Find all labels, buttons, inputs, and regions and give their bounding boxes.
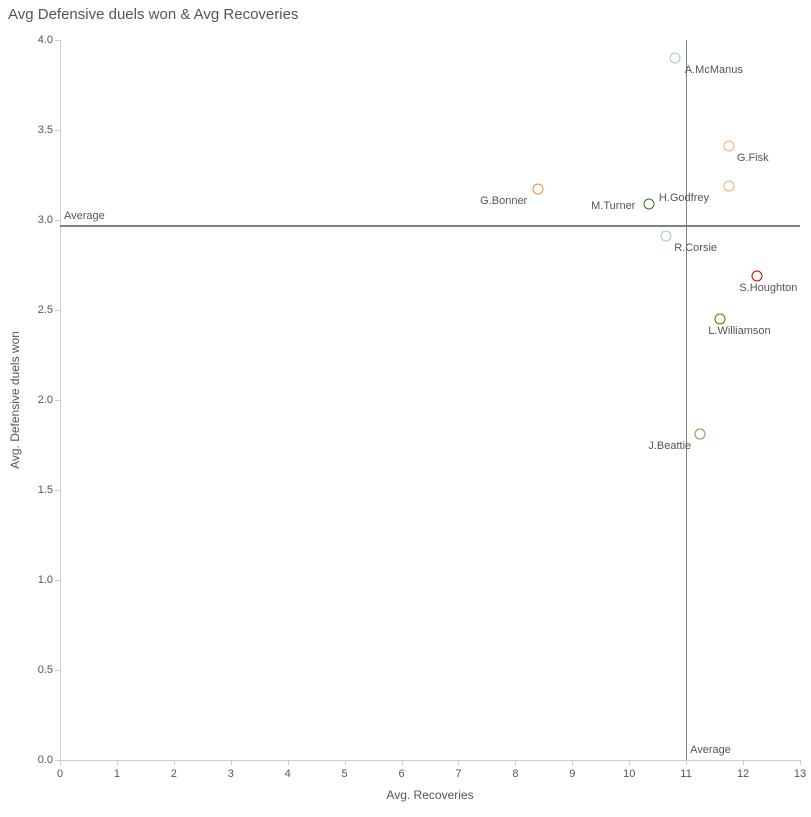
x-tick-label: 9 bbox=[569, 768, 575, 780]
x-tick-label: 5 bbox=[342, 768, 348, 780]
x-tick-label: 13 bbox=[794, 768, 806, 780]
x-tick-label: 1 bbox=[114, 768, 120, 780]
plot-area: 0123456789101112130.00.51.01.52.02.53.03… bbox=[60, 40, 800, 760]
y-tick-label: 0.5 bbox=[25, 664, 53, 676]
data-point[interactable] bbox=[644, 198, 655, 209]
x-tick bbox=[288, 760, 289, 765]
data-point[interactable] bbox=[752, 270, 763, 281]
data-point-label: G.Fisk bbox=[737, 152, 769, 164]
x-tick-label: 2 bbox=[171, 768, 177, 780]
x-tick bbox=[572, 760, 573, 765]
x-tick bbox=[800, 760, 801, 765]
x-tick bbox=[743, 760, 744, 765]
x-axis-line bbox=[60, 760, 800, 761]
y-tick-label: 2.0 bbox=[25, 394, 53, 406]
data-point-label: G.Bonner bbox=[480, 195, 527, 207]
x-tick-label: 4 bbox=[285, 768, 291, 780]
y-tick bbox=[55, 130, 60, 131]
data-point-label: L.Williamson bbox=[708, 325, 770, 337]
x-tick-label: 3 bbox=[228, 768, 234, 780]
x-tick bbox=[60, 760, 61, 765]
y-tick-label: 1.5 bbox=[25, 484, 53, 496]
chart-container: Avg Defensive duels won & Avg Recoveries… bbox=[0, 0, 811, 817]
y-tick bbox=[55, 670, 60, 671]
data-point-label: R.Corsie bbox=[674, 242, 717, 254]
y-tick-label: 2.5 bbox=[25, 304, 53, 316]
x-tick-label: 11 bbox=[680, 768, 691, 780]
data-point[interactable] bbox=[695, 429, 706, 440]
x-tick bbox=[345, 760, 346, 765]
y-tick bbox=[55, 400, 60, 401]
y-tick-label: 1.0 bbox=[25, 574, 53, 586]
data-point[interactable] bbox=[533, 184, 544, 195]
x-tick bbox=[231, 760, 232, 765]
x-tick-label: 6 bbox=[398, 768, 404, 780]
data-point[interactable] bbox=[669, 53, 680, 64]
x-tick-label: 0 bbox=[57, 768, 63, 780]
x-axis-title: Avg. Recoveries bbox=[386, 788, 473, 802]
x-tick-label: 10 bbox=[623, 768, 635, 780]
y-tick-label: 3.5 bbox=[25, 124, 53, 136]
data-point[interactable] bbox=[723, 141, 734, 152]
chart-title: Avg Defensive duels won & Avg Recoveries bbox=[8, 6, 298, 23]
x-tick bbox=[174, 760, 175, 765]
x-average-line bbox=[686, 40, 687, 760]
y-tick bbox=[55, 40, 60, 41]
data-point-label: H.Godfrey bbox=[659, 192, 709, 204]
x-tick bbox=[515, 760, 516, 765]
y-tick-label: 3.0 bbox=[25, 214, 53, 226]
data-point[interactable] bbox=[715, 314, 726, 325]
data-point[interactable] bbox=[723, 180, 734, 191]
x-tick-label: 12 bbox=[737, 768, 749, 780]
y-tick-label: 0.0 bbox=[25, 754, 53, 766]
y-tick bbox=[55, 310, 60, 311]
x-tick-label: 8 bbox=[512, 768, 518, 780]
data-point-label: M.Turner bbox=[591, 200, 635, 212]
y-tick bbox=[55, 490, 60, 491]
y-tick bbox=[55, 760, 60, 761]
data-point-label: S.Houghton bbox=[739, 282, 797, 294]
y-tick bbox=[55, 580, 60, 581]
x-tick bbox=[117, 760, 118, 765]
y-average-line bbox=[60, 225, 800, 226]
y-tick bbox=[55, 220, 60, 221]
x-tick bbox=[686, 760, 687, 765]
y-axis-title: Avg. Defensive duels won bbox=[8, 331, 22, 469]
data-point-label: J.Beattie bbox=[648, 440, 691, 452]
data-point-label: A.McManus bbox=[685, 64, 743, 76]
y-axis-line bbox=[60, 40, 61, 760]
x-tick bbox=[629, 760, 630, 765]
y-tick-label: 4.0 bbox=[25, 34, 53, 46]
y-average-label: Average bbox=[64, 210, 105, 222]
x-average-label: Average bbox=[690, 744, 731, 756]
x-tick-label: 7 bbox=[455, 768, 461, 780]
x-tick bbox=[402, 760, 403, 765]
data-point[interactable] bbox=[661, 231, 672, 242]
x-tick bbox=[458, 760, 459, 765]
